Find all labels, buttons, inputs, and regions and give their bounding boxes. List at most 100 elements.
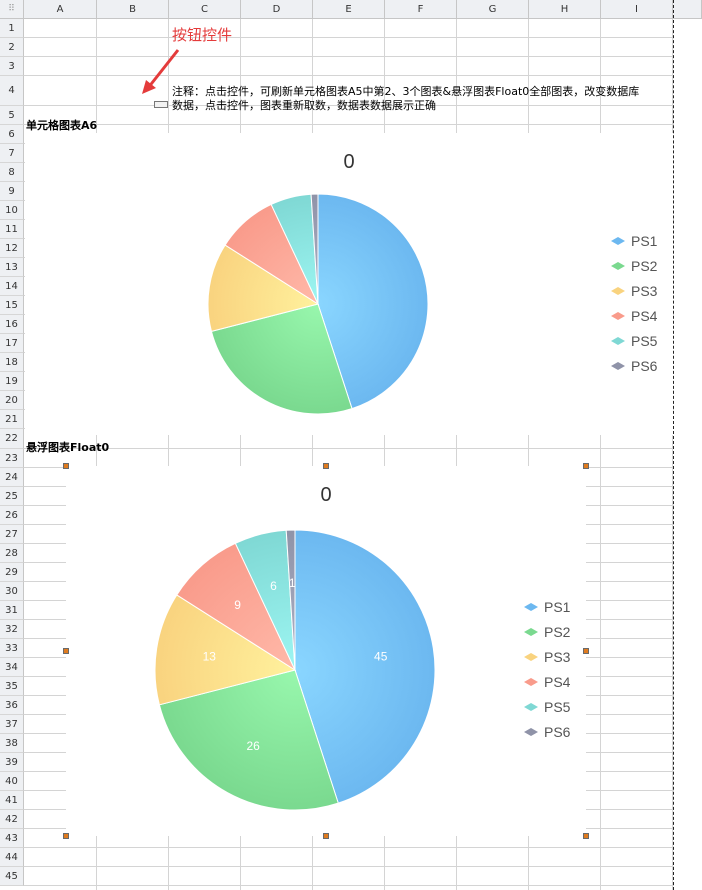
row-header-3[interactable]: 3 [0,57,24,76]
pie-slice-ps6 [310,193,319,305]
cell-chart-container[interactable]: 0 PS1 PS2 PS3 PS4 PS5 PS6 [25,133,673,435]
page-break-line [673,0,674,890]
pie-slice-ps4 [176,542,297,672]
row-header-9[interactable]: 9 [0,182,24,201]
data-label-ps5: 6 [270,579,277,593]
row-header-31[interactable]: 31 [0,601,24,620]
column-header-A[interactable]: A [24,0,97,19]
resize-handle[interactable] [583,463,589,469]
row-header-14[interactable]: 14 [0,277,24,296]
grid-hline [24,37,674,38]
grid-hline [24,56,674,57]
grid-vline [168,19,169,890]
refresh-button-control[interactable] [154,101,168,108]
row-header-39[interactable]: 39 [0,753,24,772]
row-header-8[interactable]: 8 [0,163,24,182]
column-header-H[interactable]: H [529,0,601,19]
legend-marker-ps5 [611,337,625,345]
legend-marker-ps4 [611,312,625,320]
row-header-5[interactable]: 5 [0,106,24,125]
row-header-30[interactable]: 30 [0,582,24,601]
row-header-23[interactable]: 23 [0,449,24,468]
resize-handle[interactable] [63,648,69,654]
column-header-D[interactable]: D [241,0,313,19]
resize-handle[interactable] [323,833,329,839]
row-header-33[interactable]: 33 [0,639,24,658]
row-header-34[interactable]: 34 [0,658,24,677]
legend-label-ps3: PS3 [631,283,658,299]
legend-marker-ps4 [524,678,538,686]
row-header-12[interactable]: 12 [0,239,24,258]
grid-vline [240,19,241,890]
resize-handle[interactable] [63,463,69,469]
float-chart-container[interactable]: 0 45 26 13 9 6 1 PS1 PS2 PS3 PS4 PS5 PS6 [66,466,586,836]
column-header-C[interactable]: C [169,0,241,19]
row-header-43[interactable]: 43 [0,829,24,848]
row-header-10[interactable]: 10 [0,201,24,220]
row-header-26[interactable]: 26 [0,506,24,525]
annotation-line-1: 注释：点击控件，可刷新单元格图表A5中第2、3个图表&悬浮图表Float0全部图… [172,85,640,98]
row-header-19[interactable]: 19 [0,372,24,391]
legend-marker-ps3 [524,653,538,661]
row-header-36[interactable]: 36 [0,696,24,715]
legend-marker-ps2 [524,628,538,636]
row-header-37[interactable]: 37 [0,715,24,734]
row-header-35[interactable]: 35 [0,677,24,696]
column-header-blank [673,0,702,19]
column-header-B[interactable]: B [97,0,169,19]
data-label-ps2: 26 [247,739,261,753]
float-pie-chart: 0 45 26 13 9 6 1 PS1 PS2 PS3 PS4 PS5 PS6 [154,484,571,811]
column-header-F[interactable]: F [385,0,457,19]
resize-handle[interactable] [583,648,589,654]
legend-marker-ps2 [611,262,625,270]
float-chart-label: 悬浮图表Float0 [26,441,110,454]
row-header-16[interactable]: 16 [0,315,24,334]
row-header-41[interactable]: 41 [0,791,24,810]
row-header-38[interactable]: 38 [0,734,24,753]
select-all-corner[interactable]: ⠿ [0,0,24,19]
grid-hline [24,75,674,76]
row-header-7[interactable]: 7 [0,144,24,163]
row-header-32[interactable]: 32 [0,620,24,639]
pie-slice-ps2 [210,303,353,415]
row-header-13[interactable]: 13 [0,258,24,277]
row-header-40[interactable]: 40 [0,772,24,791]
row-header-18[interactable]: 18 [0,353,24,372]
resize-handle[interactable] [63,833,69,839]
grid-hline [24,448,674,449]
legend-label-ps4: PS4 [544,674,571,690]
legend-label-ps5: PS5 [631,333,658,349]
pie-slice-ps1 [294,529,436,804]
grid-hline [24,885,674,886]
legend-label-ps2: PS2 [631,258,658,274]
row-header-24[interactable]: 24 [0,468,24,487]
row-header-1[interactable]: 1 [0,19,24,38]
row-header-2[interactable]: 2 [0,38,24,57]
row-header-11[interactable]: 11 [0,220,24,239]
row-header-22[interactable]: 22 [0,429,24,449]
row-header-15[interactable]: 15 [0,296,24,315]
legend-label-ps2: PS2 [544,624,571,640]
row-header-25[interactable]: 25 [0,487,24,506]
legend-marker-ps6 [524,728,538,736]
row-header-42[interactable]: 42 [0,810,24,829]
grid-vline [600,19,601,890]
column-header-E[interactable]: E [313,0,385,19]
row-header-28[interactable]: 28 [0,544,24,563]
legend-marker-ps5 [524,703,538,711]
pie-slice-ps6 [285,529,296,671]
column-header-G[interactable]: G [457,0,529,19]
row-header-6[interactable]: 6 [0,125,24,144]
row-header-21[interactable]: 21 [0,410,24,429]
row-header-17[interactable]: 17 [0,334,24,353]
row-header-20[interactable]: 20 [0,391,24,410]
row-header-45[interactable]: 45 [0,867,24,886]
row-header-4[interactable]: 4 [0,76,24,106]
grid-vline [384,19,385,890]
row-header-29[interactable]: 29 [0,563,24,582]
column-header-I[interactable]: I [601,0,673,19]
row-header-27[interactable]: 27 [0,525,24,544]
resize-handle[interactable] [583,833,589,839]
row-header-44[interactable]: 44 [0,848,24,867]
resize-handle[interactable] [323,463,329,469]
